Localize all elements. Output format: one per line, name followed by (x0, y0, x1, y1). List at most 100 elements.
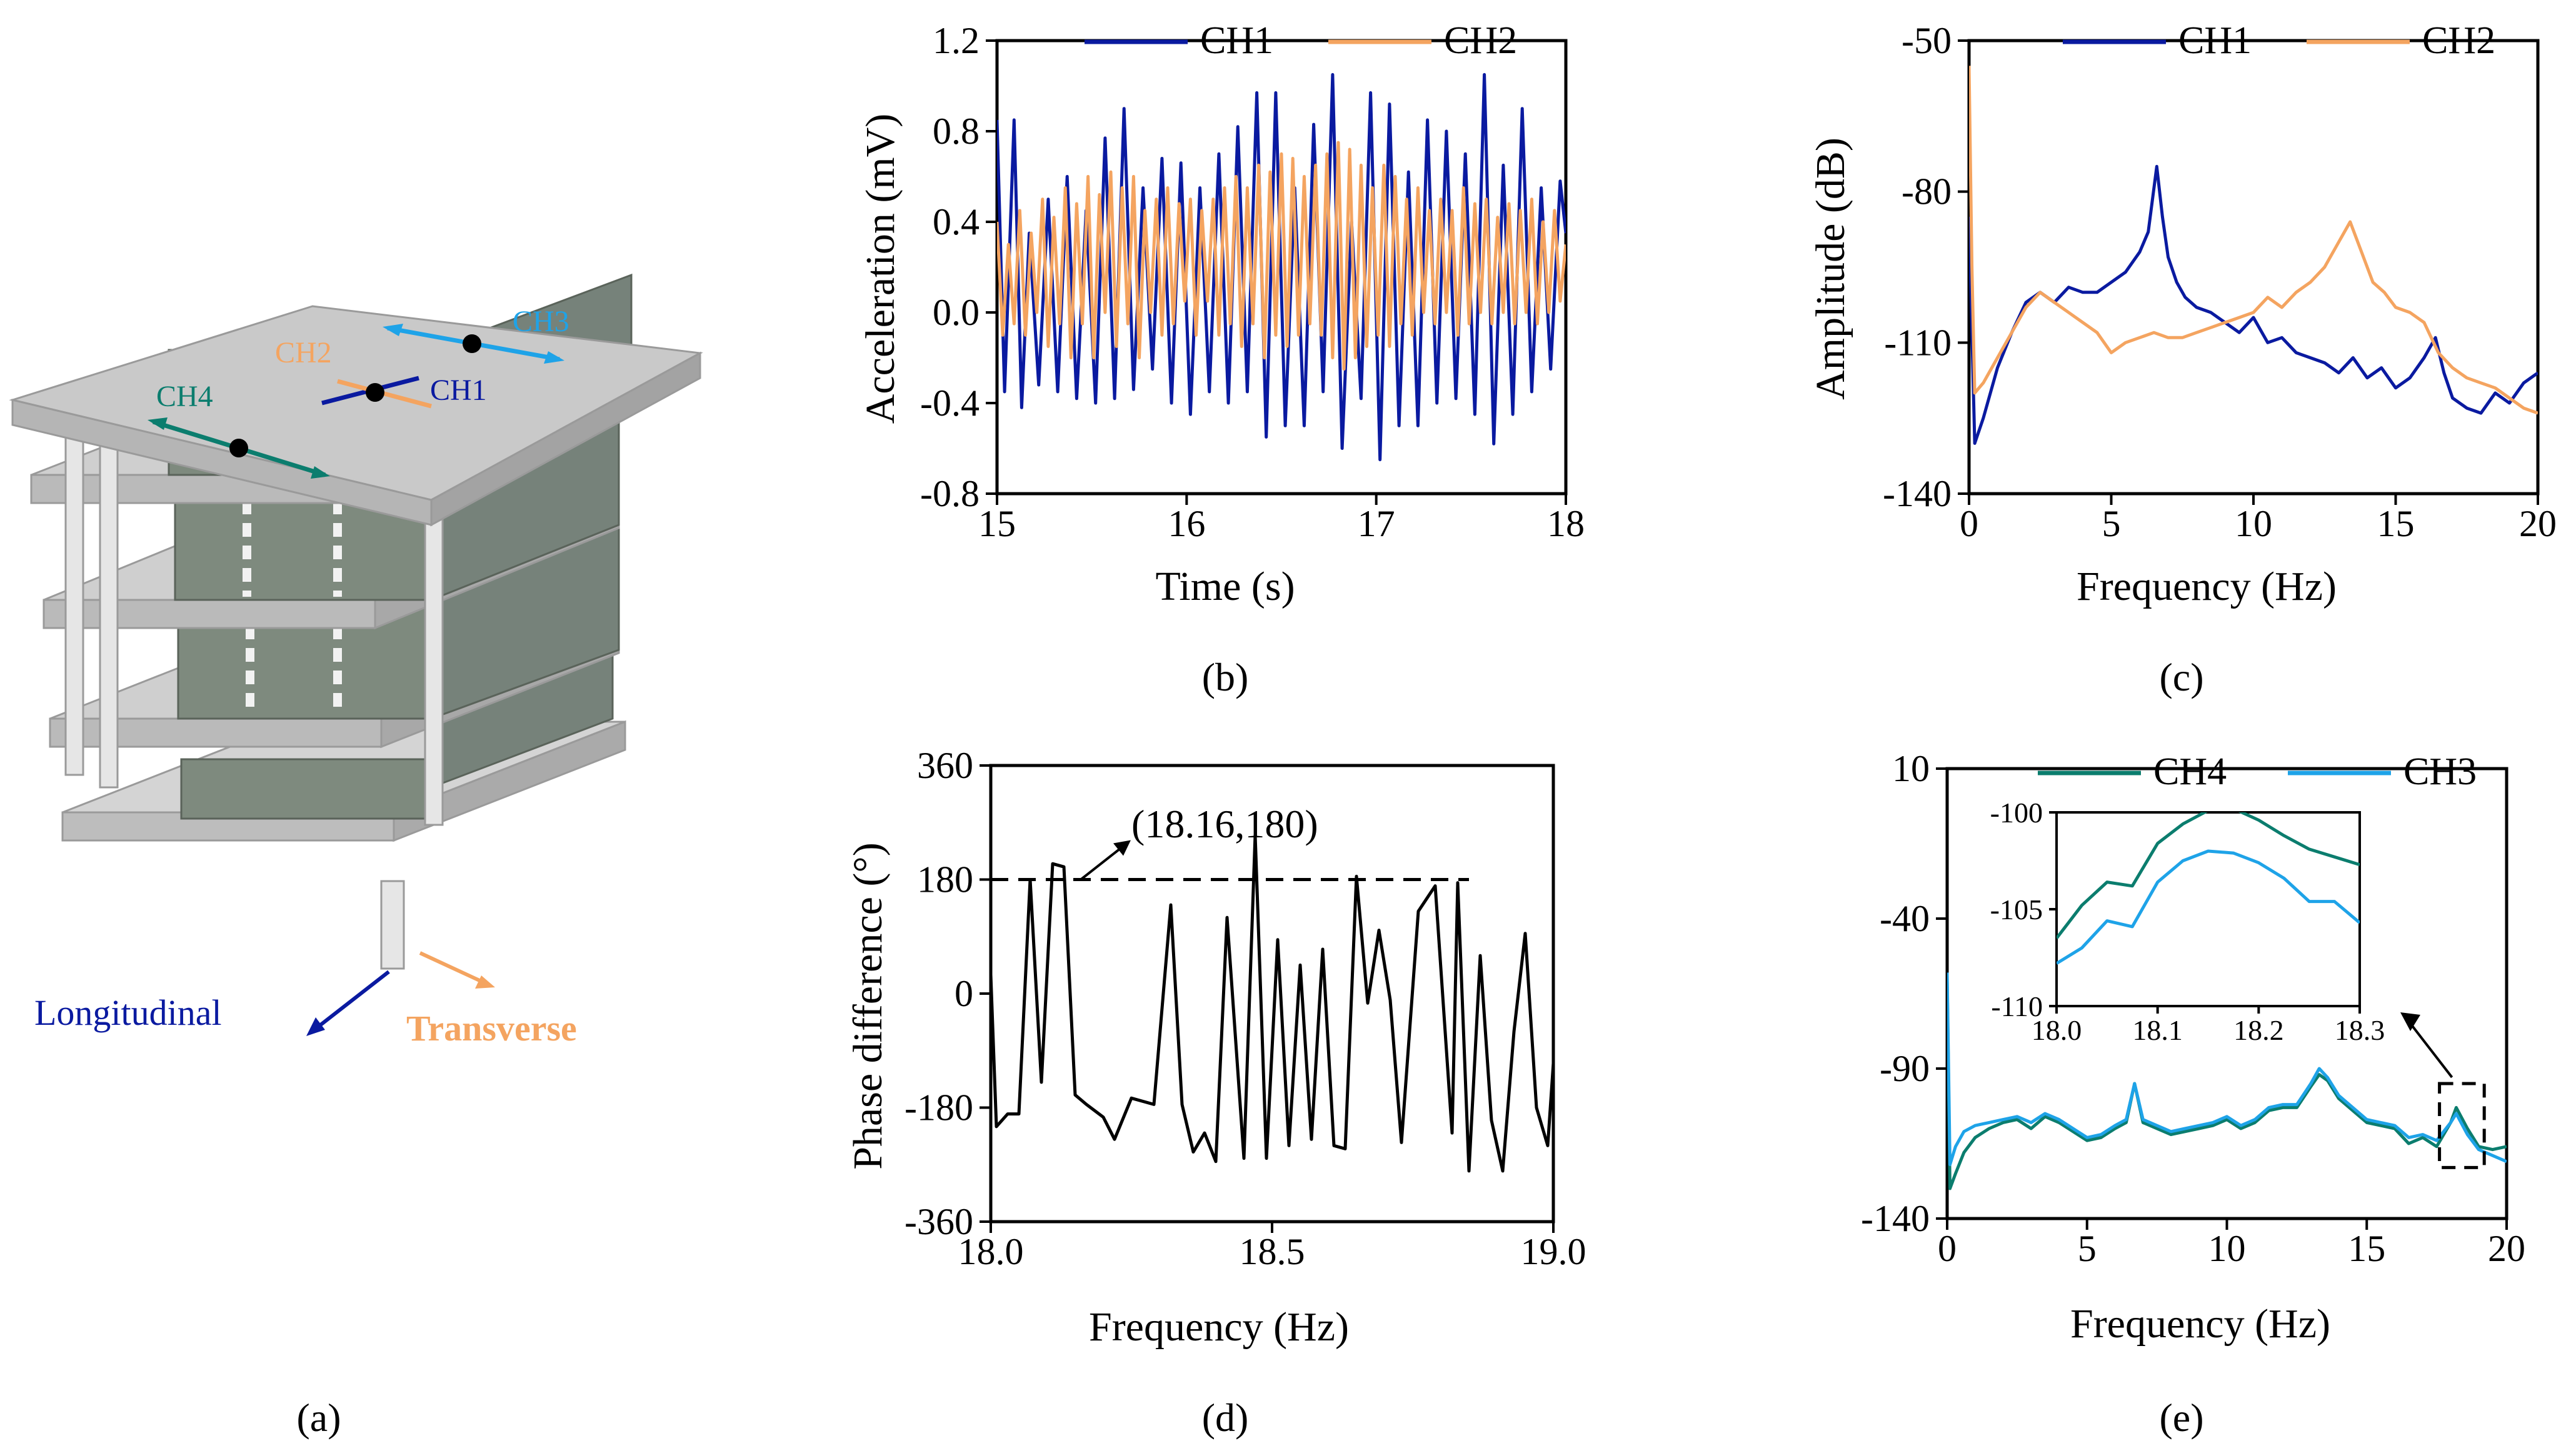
chart-e-xtick-label: 5 (2078, 1228, 2097, 1269)
chart-e-xtick-label: 10 (2208, 1228, 2246, 1269)
chart-b-xlabel: Time (s) (1155, 564, 1295, 609)
chart-e-inset-ytick-label: -100 (1990, 797, 2043, 829)
chart-e-ytick-label: 10 (1892, 748, 1930, 789)
panel-label-b: (b) (1202, 655, 1249, 699)
ch3-arrowhead-right (544, 351, 564, 364)
panel-label-a: (a) (296, 1395, 341, 1440)
chart-e: Frequency (Hz) (e) 0 5 10 15 20 -140 -90 -40 10 C… (1861, 748, 2525, 1440)
chart-e-series-ch3 (1947, 972, 2507, 1167)
ch3-arrowhead-left (383, 324, 403, 336)
chart-e-inset-xtick-label: 18.0 (2032, 1014, 2082, 1046)
longitudinal-arrow (311, 970, 390, 1033)
chart-b-xtick-label: 16 (1168, 503, 1205, 544)
chart-b-ytick-label: 0.8 (933, 111, 980, 152)
ch4-sensor: CH4 (148, 380, 330, 479)
chart-e-ytick-label: -90 (1880, 1048, 1930, 1089)
chart-b-legend-label-ch2: CH2 (1444, 19, 1517, 62)
panel-label-e: (e) (2159, 1395, 2203, 1440)
chart-b-xtick-label: 17 (1358, 503, 1395, 544)
chart-d-series-line (991, 834, 1553, 1173)
chart-c-ylabel: Amplitude (dB) (1808, 137, 1853, 400)
chart-b-ytick-label: 0.4 (933, 201, 980, 242)
chart-d-xlabel: Frequency (Hz) (1089, 1304, 1349, 1350)
chart-d-ytick-label: -180 (905, 1087, 973, 1129)
chart-c-xtick-label: 20 (2519, 503, 2557, 544)
chart-e-legend-label-ch3: CH3 (2403, 750, 2477, 793)
chart-b-ytick-label: 1.2 (933, 20, 980, 61)
ch3-sensor-dot (463, 334, 481, 353)
chart-e-inset-xtick-label: 18.1 (2132, 1014, 2183, 1046)
ch4-label: CH4 (156, 380, 213, 413)
chart-d-annotation: (18.16,180) (1131, 802, 1318, 846)
chart-b: Time (s) Acceleration (mV) (b) 15 16 17 18 -… (858, 19, 1585, 699)
chart-d-ytick-label: 180 (917, 859, 973, 900)
chart-c-ytick-label: -80 (1902, 171, 1952, 212)
chart-e-inset-series-ch4 (2057, 812, 2360, 940)
chart-b-series-ch2 (997, 141, 1566, 371)
chart-d-xtick-label: 18.0 (958, 1231, 1024, 1272)
chart-c-legend-label-ch1: CH1 (2178, 19, 2252, 62)
panel-a-building: CH3 CH1 CH2 CH4 Longitudinal Transverse … (9, 273, 703, 1440)
chart-b-series-ch1 (997, 72, 1566, 462)
chart-c-xtick-label: 5 (2102, 503, 2121, 544)
transverse-label: Transverse (406, 1008, 577, 1049)
chart-c-ytick-label: -110 (1884, 322, 1952, 363)
chart-e-legend-label-ch4: CH4 (2153, 750, 2227, 793)
ch4-sensor-dot (229, 439, 248, 457)
transverse-arrow (419, 951, 489, 986)
chart-e-xlabel: Frequency (Hz) (2070, 1301, 2330, 1347)
chart-c-ytick-label: -50 (1902, 20, 1952, 61)
chart-c-plot-frame (1967, 39, 2540, 496)
roof-slab-side (430, 351, 701, 527)
chart-b-ylabel: Acceleration (mV) (858, 114, 903, 424)
chart-c: Frequency (Hz) Amplitude (dB) (c) 0 5 10 15… (1808, 19, 2557, 699)
chart-d-annotation-arrow (1080, 844, 1126, 881)
chart-c-xtick-label: 0 (1960, 503, 1978, 544)
chart-b-ytick-label: -0.8 (920, 473, 980, 514)
ground-slab-side (393, 720, 626, 842)
chart-b-ytick-label: 0.0 (933, 292, 980, 333)
ch3-label: CH3 (513, 305, 569, 338)
ch4-arrowhead-left (148, 417, 168, 430)
wall-joints-2 (246, 603, 342, 716)
chart-e-inset-ytick-label: -105 (1990, 894, 2043, 925)
chart-b-ytick-label: -0.4 (920, 382, 980, 424)
chart-e-ytick-label: -140 (1861, 1198, 1930, 1239)
chart-e-xtick-label: 0 (1938, 1228, 1957, 1269)
chart-e-xtick-label: 15 (2348, 1228, 2385, 1269)
longitudinal-arrowhead (306, 1017, 325, 1036)
chart-d-xtick-label: 18.5 (1240, 1231, 1305, 1272)
chart-b-plot-frame (995, 39, 1568, 496)
chart-c-ytick-label: -140 (1883, 473, 1952, 514)
chart-d-ytick-label: -360 (905, 1201, 973, 1242)
ch1-ch2-sensors: CH1 CH2 (275, 336, 487, 409)
chart-b-xtick-label: 18 (1547, 503, 1585, 544)
panel-label-d: (d) (1202, 1395, 1249, 1440)
ch2-arrow (337, 379, 432, 409)
chart-d: Frequency (Hz) Phase difference (°) (18.… (845, 745, 1586, 1440)
chart-e-zoom-arrowhead (2400, 1012, 2420, 1031)
chart-d-annotation-arrowhead (1113, 840, 1131, 856)
chart-d-ytick-label: 0 (955, 973, 973, 1014)
chart-e-inset-xtick-label: 18.2 (2233, 1014, 2284, 1046)
ch4-arrowhead-right (311, 466, 330, 479)
chart-e-xtick-label: 20 (2488, 1228, 2525, 1269)
chart-c-series-ch1 (1969, 164, 2538, 445)
chart-c-series-ch2 (1969, 66, 2538, 415)
chart-e-zoom-box (2438, 1082, 2486, 1169)
chart-c-xlabel: Frequency (Hz) (2077, 564, 2337, 609)
ch3-sensor: CH3 (383, 305, 569, 364)
chart-e-ytick-label: -40 (1880, 898, 1930, 939)
chart-c-legend-label-ch2: CH2 (2422, 19, 2495, 62)
slab-2-edge (43, 599, 376, 629)
transverse-arrowhead (475, 975, 495, 989)
columns (64, 424, 444, 970)
ch1-label: CH1 (430, 374, 487, 407)
chart-d-ytick-label: 360 (917, 745, 973, 786)
chart-c-xtick-label: 15 (2377, 503, 2415, 544)
chart-e-inset-xtick-label: 18.3 (2335, 1014, 2385, 1046)
wall-joints-3 (243, 478, 342, 597)
chart-d-ylabel: Phase difference (°) (845, 842, 891, 1170)
chart-e-inset-series-ch3 (2057, 849, 2360, 965)
ch2-label: CH2 (275, 336, 332, 369)
